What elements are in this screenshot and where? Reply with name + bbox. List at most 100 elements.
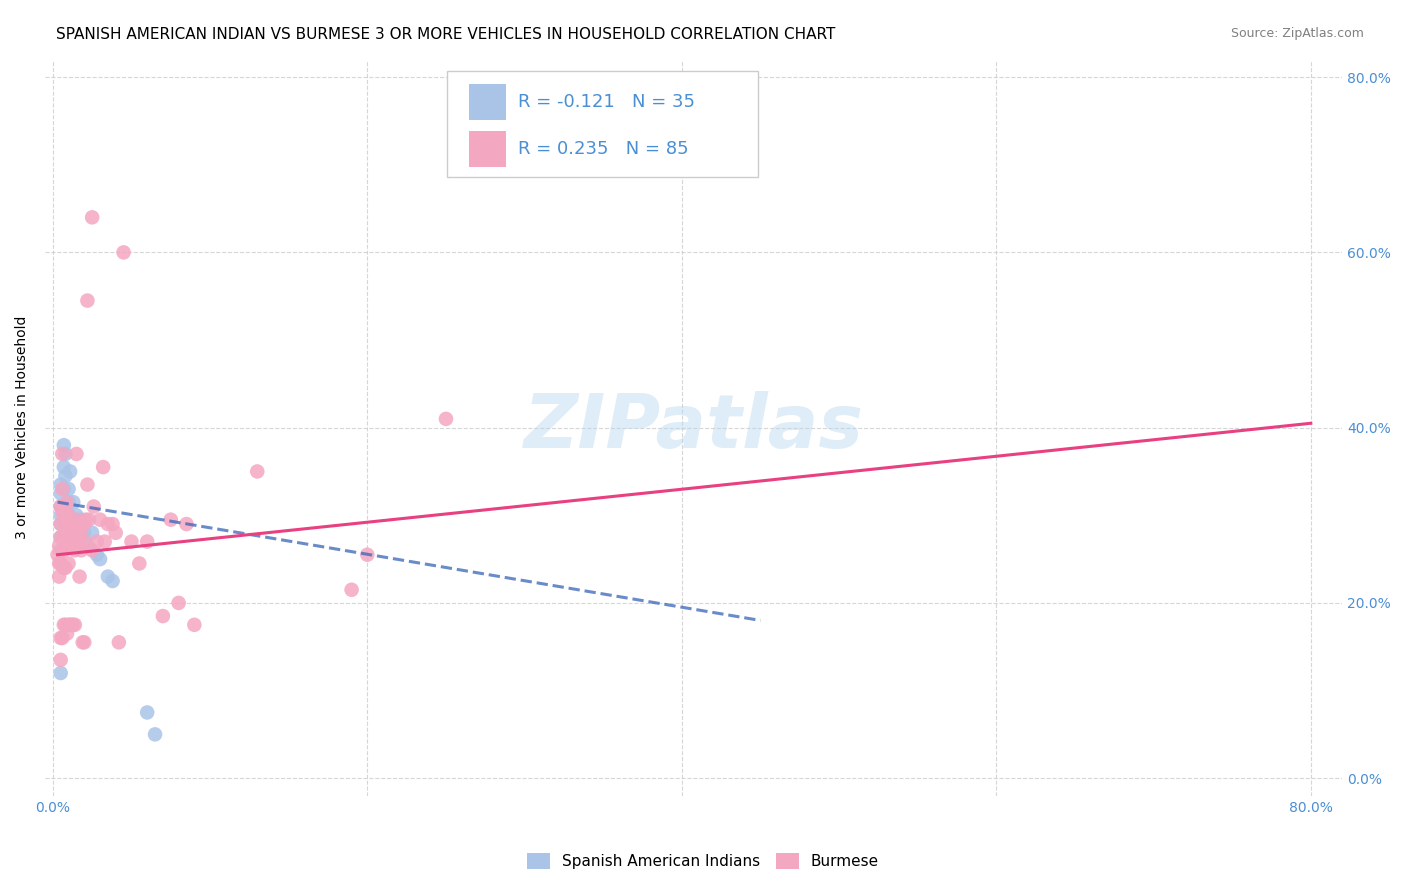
- Point: [49, 530, 72, 544]
- Point: [52, 530, 75, 544]
- Point: [75, 513, 97, 527]
- Point: [60, 516, 83, 531]
- Point: [55, 468, 77, 483]
- Point: [58, 617, 80, 632]
- Point: [76, 477, 98, 491]
- Point: [183, 617, 205, 632]
- Point: [112, 245, 135, 260]
- Point: [60, 617, 83, 632]
- Point: [62, 521, 84, 535]
- Point: [52, 543, 75, 558]
- Point: [51, 482, 73, 496]
- Point: [356, 548, 378, 562]
- Point: [167, 596, 190, 610]
- Point: [55, 534, 77, 549]
- Text: ZIPatlas: ZIPatlas: [523, 392, 863, 464]
- Point: [176, 516, 198, 531]
- Point: [48, 557, 70, 571]
- Point: [70, 525, 93, 540]
- Point: [51, 447, 73, 461]
- Point: [58, 539, 80, 553]
- Point: [60, 513, 83, 527]
- FancyBboxPatch shape: [447, 70, 758, 178]
- Point: [58, 508, 80, 523]
- Point: [55, 617, 77, 632]
- Point: [143, 727, 166, 741]
- Point: [70, 513, 93, 527]
- Legend: Spanish American Indians, Burmese: Spanish American Indians, Burmese: [522, 847, 884, 875]
- Point: [62, 534, 84, 549]
- Point: [49, 666, 72, 681]
- Point: [128, 557, 150, 571]
- Point: [159, 513, 181, 527]
- Point: [66, 521, 89, 535]
- Point: [52, 482, 75, 496]
- Point: [97, 516, 120, 531]
- Point: [69, 569, 91, 583]
- Point: [59, 465, 82, 479]
- Text: Source: ZipAtlas.com: Source: ZipAtlas.com: [1230, 27, 1364, 40]
- Point: [52, 438, 75, 452]
- Point: [82, 211, 104, 225]
- Point: [65, 447, 87, 461]
- Point: [69, 516, 91, 531]
- Point: [340, 582, 363, 597]
- Point: [101, 574, 124, 588]
- Point: [55, 447, 77, 461]
- Point: [434, 412, 457, 426]
- Point: [56, 495, 79, 509]
- Point: [56, 626, 79, 640]
- Point: [51, 504, 73, 518]
- Text: SPANISH AMERICAN INDIAN VS BURMESE 3 OR MORE VEHICLES IN HOUSEHOLD CORRELATION C: SPANISH AMERICAN INDIAN VS BURMESE 3 OR …: [56, 27, 835, 42]
- Point: [65, 534, 87, 549]
- Point: [58, 508, 80, 523]
- Point: [76, 539, 98, 553]
- Point: [246, 465, 269, 479]
- Point: [49, 516, 72, 531]
- Point: [59, 516, 82, 531]
- Point: [58, 495, 80, 509]
- Point: [56, 534, 79, 549]
- Point: [62, 495, 84, 509]
- Point: [55, 561, 77, 575]
- Point: [59, 617, 82, 632]
- Text: R = 0.235   N = 85: R = 0.235 N = 85: [519, 140, 689, 158]
- Point: [52, 561, 75, 575]
- Point: [49, 631, 72, 645]
- Point: [73, 516, 96, 531]
- Point: [49, 500, 72, 514]
- Point: [60, 534, 83, 549]
- Point: [58, 534, 80, 549]
- Point: [66, 534, 89, 549]
- Point: [51, 631, 73, 645]
- Point: [56, 513, 79, 527]
- Point: [49, 508, 72, 523]
- Point: [152, 609, 174, 624]
- Point: [93, 534, 115, 549]
- Point: [63, 617, 86, 632]
- Point: [73, 534, 96, 549]
- Point: [70, 543, 93, 558]
- Point: [49, 557, 72, 571]
- FancyBboxPatch shape: [470, 85, 506, 120]
- Point: [82, 525, 104, 540]
- Point: [49, 543, 72, 558]
- Point: [49, 653, 72, 667]
- Point: [77, 513, 100, 527]
- Point: [82, 543, 104, 558]
- FancyBboxPatch shape: [470, 131, 506, 167]
- Point: [56, 513, 79, 527]
- Point: [52, 617, 75, 632]
- Point: [49, 486, 72, 500]
- Point: [63, 543, 86, 558]
- Point: [48, 539, 70, 553]
- Point: [65, 513, 87, 527]
- Point: [58, 525, 80, 540]
- Y-axis label: 3 or more Vehicles in Household: 3 or more Vehicles in Household: [15, 316, 30, 540]
- Point: [89, 552, 111, 566]
- Point: [58, 557, 80, 571]
- Point: [49, 477, 72, 491]
- Point: [136, 534, 159, 549]
- Point: [73, 635, 96, 649]
- Point: [76, 293, 98, 308]
